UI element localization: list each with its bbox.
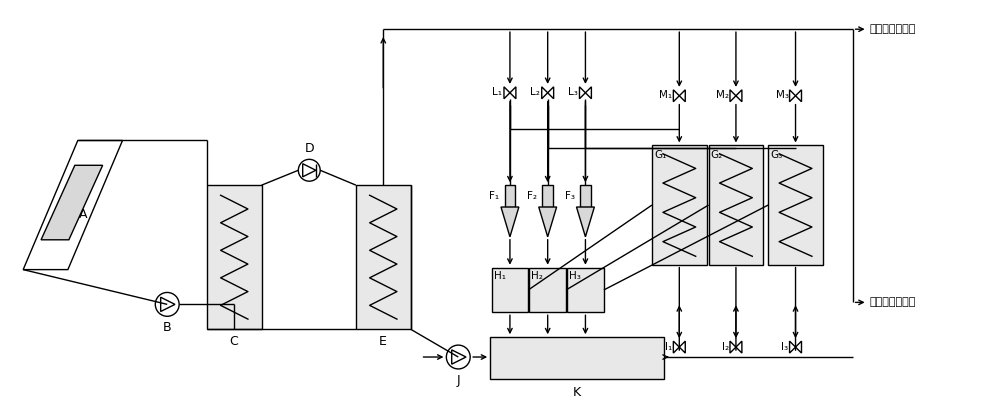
Text: K: K (572, 386, 581, 399)
Circle shape (298, 159, 320, 181)
Bar (709, 145, 763, 265)
Text: F₃: F₃ (565, 191, 575, 201)
Text: L₁: L₁ (492, 87, 502, 97)
Polygon shape (41, 165, 103, 240)
Bar (529, 268, 566, 312)
Text: D: D (304, 142, 314, 155)
Text: M₁: M₁ (659, 90, 672, 100)
Text: E: E (379, 335, 387, 348)
Text: 用户端冷水供水: 用户端冷水供水 (870, 297, 916, 307)
Text: B: B (163, 321, 172, 334)
Text: L₂: L₂ (530, 87, 540, 97)
Text: L₃: L₃ (568, 87, 577, 97)
Bar (492, 268, 528, 312)
Text: I₁: I₁ (665, 342, 672, 352)
Polygon shape (576, 207, 594, 237)
Bar (356, 185, 411, 329)
Bar (542, 185, 553, 207)
Bar (567, 268, 604, 312)
Bar (505, 185, 515, 207)
Text: G₁: G₁ (654, 150, 666, 160)
Text: A: A (79, 208, 87, 221)
Text: G₃: G₃ (770, 150, 782, 160)
Polygon shape (539, 207, 557, 237)
Text: C: C (229, 335, 238, 348)
Circle shape (446, 345, 470, 369)
Bar (580, 185, 591, 207)
Polygon shape (501, 207, 519, 237)
Text: F₂: F₂ (527, 191, 537, 201)
Bar (207, 185, 262, 329)
Bar (768, 145, 823, 265)
Bar (652, 145, 707, 265)
Circle shape (155, 292, 179, 316)
Text: F₁: F₁ (489, 191, 499, 201)
Text: G₂: G₂ (711, 150, 723, 160)
Text: M₂: M₂ (716, 90, 729, 100)
Text: 用户端冷水回水: 用户端冷水回水 (870, 24, 916, 34)
Text: J: J (456, 374, 460, 387)
Text: I₃: I₃ (781, 342, 789, 352)
Text: H₁: H₁ (494, 270, 506, 281)
Text: I₂: I₂ (722, 342, 729, 352)
Text: H₃: H₃ (569, 270, 581, 281)
Text: H₂: H₂ (531, 270, 543, 281)
Bar (490, 337, 664, 379)
Text: M₃: M₃ (776, 90, 789, 100)
